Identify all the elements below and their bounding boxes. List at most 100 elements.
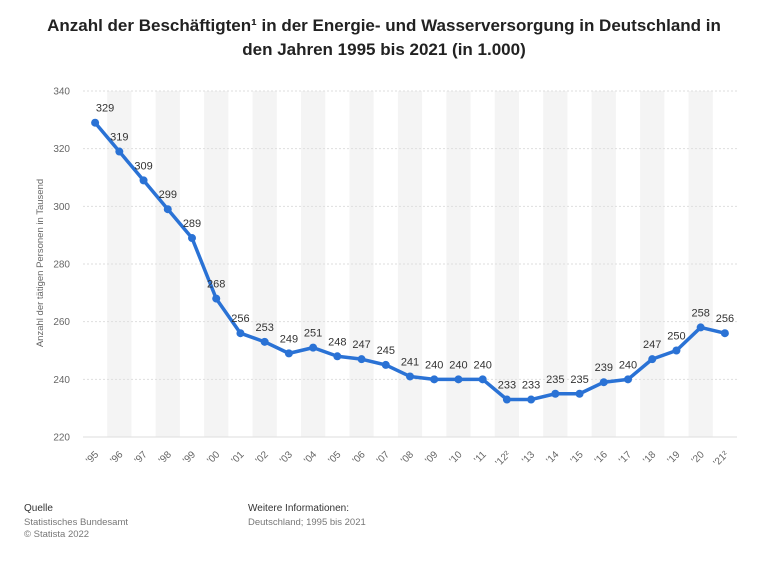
data-label: 235: [570, 374, 588, 386]
data-point[interactable]: [212, 294, 221, 303]
x-tick-label: '99: [181, 449, 198, 466]
data-point[interactable]: [454, 375, 463, 384]
copyright: © Statista 2022: [24, 529, 90, 540]
data-point[interactable]: [381, 360, 390, 369]
source-block: Quelle Statistisches Bundesamt © Statist…: [24, 503, 128, 541]
x-tick-label: '12²: [494, 449, 514, 469]
x-tick-label: '03: [278, 449, 295, 466]
y-tick-label: 280: [53, 260, 70, 271]
x-tick-label: '21²: [712, 449, 732, 469]
source-name: Statistisches Bundesamt: [24, 517, 129, 528]
data-label: 247: [643, 339, 661, 351]
data-point[interactable]: [502, 395, 511, 404]
x-tick-label: '16: [593, 449, 610, 466]
data-point[interactable]: [575, 389, 584, 398]
info-heading: Weitere Informationen:: [248, 503, 349, 514]
background-bands: [107, 91, 713, 437]
data-point[interactable]: [139, 176, 148, 185]
data-point[interactable]: [333, 352, 342, 361]
data-label: 247: [352, 339, 370, 351]
data-label: 289: [183, 218, 201, 230]
data-label: 233: [522, 380, 540, 392]
y-axis-ticks: 220 240 260 280 300 320 340: [53, 87, 70, 444]
x-tick-label: '08: [399, 449, 416, 466]
y-tick-label: 220: [53, 433, 70, 444]
chart-title: Anzahl der Beschäftigten¹ in der Energie…: [47, 16, 721, 59]
data-point[interactable]: [115, 147, 124, 156]
x-tick-label: '07: [375, 449, 392, 466]
data-label: 248: [328, 336, 346, 348]
data-point[interactable]: [163, 205, 172, 214]
data-point[interactable]: [599, 378, 608, 387]
data-label: 235: [546, 374, 564, 386]
background-band: [446, 91, 471, 437]
data-label: 250: [667, 331, 685, 343]
background-band: [301, 91, 326, 437]
data-label: 256: [716, 313, 734, 325]
info-block: Weitere Informationen: Deutschland; 1995…: [248, 503, 366, 529]
data-point[interactable]: [357, 355, 366, 364]
data-point[interactable]: [624, 375, 632, 384]
data-label: 241: [401, 356, 419, 368]
x-tick-label: '18: [641, 449, 658, 466]
x-tick-label: '17: [617, 449, 634, 466]
data-label: 258: [691, 307, 709, 319]
data-point[interactable]: [91, 118, 100, 127]
data-label: 253: [255, 322, 273, 334]
data-label: 251: [304, 328, 322, 340]
x-tick-label: '04: [302, 449, 319, 466]
y-tick-label: 340: [53, 87, 70, 98]
data-label: 245: [377, 345, 395, 357]
data-label: 240: [473, 359, 491, 371]
x-tick-label: '13: [520, 449, 537, 466]
data-label: 240: [619, 359, 637, 371]
data-point[interactable]: [406, 372, 414, 381]
background-band: [349, 91, 374, 437]
data-point[interactable]: [236, 329, 245, 338]
info-text: Deutschland; 1995 bis 2021: [248, 517, 366, 528]
data-point[interactable]: [284, 349, 293, 358]
x-tick-label: '11: [472, 449, 489, 466]
data-point[interactable]: [188, 234, 196, 243]
data-label: 240: [449, 359, 467, 371]
y-axis-label: Anzahl der tätigen Personen in Tausend: [35, 179, 46, 347]
x-tick-label: '20: [690, 449, 707, 466]
y-tick-label: 240: [53, 375, 70, 386]
data-point[interactable]: [551, 389, 560, 398]
data-point[interactable]: [430, 375, 439, 384]
y-tick-label: 320: [53, 144, 70, 155]
data-series: [91, 118, 729, 404]
data-point[interactable]: [260, 337, 269, 346]
data-label: 233: [498, 380, 516, 392]
data-label: 256: [231, 313, 249, 325]
data-point[interactable]: [720, 329, 729, 338]
x-tick-label: '10: [448, 449, 465, 466]
data-label: 299: [159, 189, 177, 201]
x-tick-label: '09: [423, 449, 440, 466]
background-band: [494, 91, 519, 437]
x-tick-label: '00: [205, 449, 222, 466]
data-point[interactable]: [478, 375, 487, 384]
data-label: 249: [280, 333, 298, 345]
x-tick-label: '14: [544, 449, 561, 466]
data-label: 319: [110, 132, 128, 144]
data-point[interactable]: [527, 395, 536, 404]
data-label: 268: [207, 279, 225, 291]
background-band: [397, 91, 423, 437]
data-label: 240: [425, 359, 443, 371]
x-tick-label: '97: [133, 449, 150, 466]
data-point[interactable]: [648, 355, 657, 364]
data-label: 329: [96, 103, 114, 115]
line-chart: 220 240 260 280 300 320 340 Anzahl der tätigen…: [35, 87, 737, 469]
y-tick-label: 260: [53, 317, 70, 328]
data-point[interactable]: [672, 346, 681, 355]
data-point[interactable]: [696, 323, 705, 332]
x-tick-label: '01: [230, 449, 247, 466]
data-label: 309: [134, 160, 152, 172]
data-point[interactable]: [309, 343, 318, 352]
source-heading: Quelle: [24, 503, 53, 514]
x-axis-ticks: '95 '96 '97 '98 '99 '00 '01 '02 '03 '04 '05 '06 '07 '…: [84, 449, 731, 469]
y-tick-label: 300: [53, 202, 70, 213]
x-tick-label: '19: [666, 449, 683, 466]
data-label: 239: [595, 362, 613, 374]
